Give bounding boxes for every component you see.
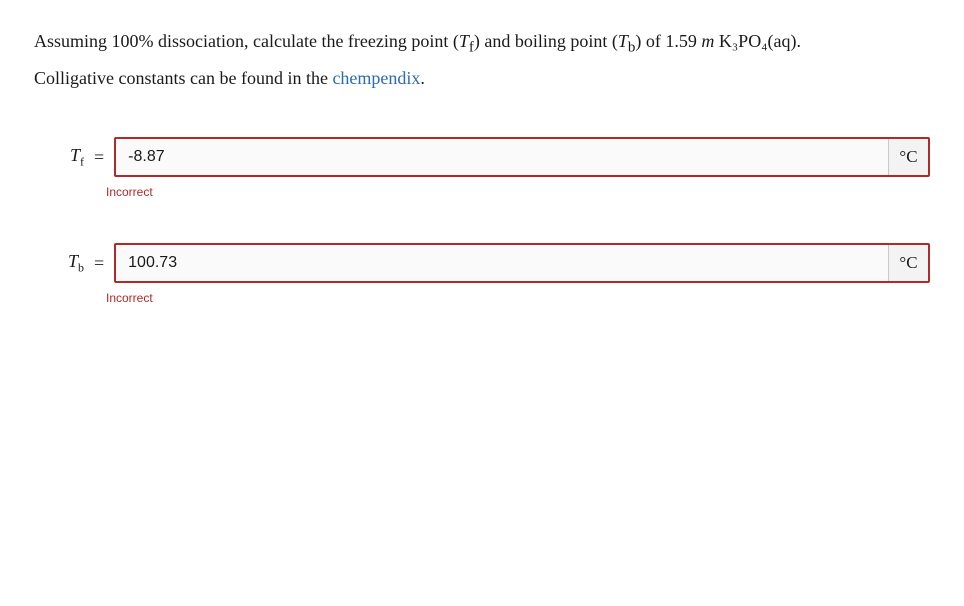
chempendix-link[interactable]: chempendix: [332, 68, 420, 88]
label-tf: Tf: [34, 145, 84, 170]
feedback-tf: Incorrect: [106, 185, 930, 199]
prompt-text: .: [420, 68, 425, 88]
boiling-point-input[interactable]: [116, 245, 888, 281]
label-tb-sub: b: [78, 261, 84, 275]
answer-row-tb: Tb = °C: [34, 243, 930, 283]
formula-k3po4: K₃PO₄(aq).: [714, 31, 801, 51]
label-tf-main: T: [70, 145, 80, 165]
answer-row-tf: Tf = °C: [34, 137, 930, 177]
unit-tf: °C: [888, 139, 928, 175]
feedback-tb: Incorrect: [106, 291, 930, 305]
tb-symbol: T: [618, 31, 628, 51]
prompt-text: Colligative constants can be found in th…: [34, 68, 332, 88]
tf-symbol: T: [459, 31, 469, 51]
question-group-tf: Tf = °C Incorrect: [34, 137, 930, 199]
prompt-line-2: Colligative constants can be found in th…: [34, 65, 930, 91]
molality-m: m: [701, 31, 714, 51]
input-wrap-tf: °C: [114, 137, 930, 177]
unit-tb: °C: [888, 245, 928, 281]
label-tb-main: T: [68, 251, 78, 271]
question-prompt: Assuming 100% dissociation, calculate th…: [34, 28, 930, 91]
input-wrap-tb: °C: [114, 243, 930, 283]
question-group-tb: Tb = °C Incorrect: [34, 243, 930, 305]
prompt-text: ) of 1.59: [635, 31, 701, 51]
prompt-text: ) and boiling point (: [474, 31, 618, 51]
prompt-text: Assuming 100% dissociation, calculate th…: [34, 31, 459, 51]
freezing-point-input[interactable]: [116, 139, 888, 175]
label-tf-sub: f: [80, 155, 84, 169]
label-tb: Tb: [34, 251, 84, 276]
equals-sign: =: [92, 253, 106, 274]
equals-sign: =: [92, 147, 106, 168]
prompt-line-1: Assuming 100% dissociation, calculate th…: [34, 28, 930, 59]
